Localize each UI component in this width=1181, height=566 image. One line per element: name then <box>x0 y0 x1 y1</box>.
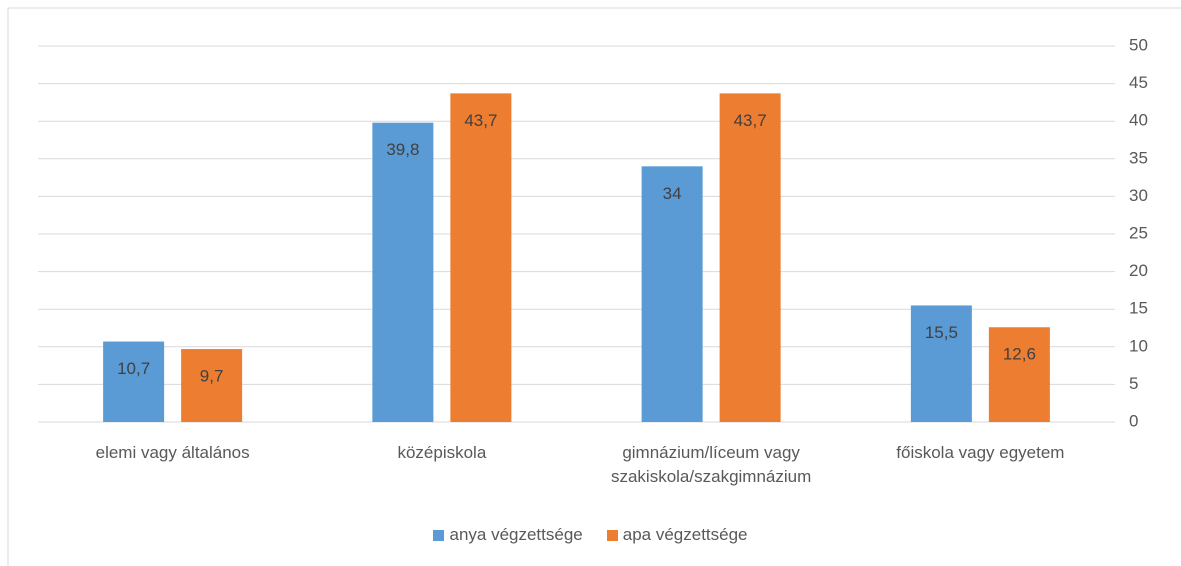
y-tick-label: 10 <box>1129 336 1148 355</box>
bar <box>103 341 165 422</box>
legend-label: anya végzettsége <box>449 525 583 544</box>
data-label: 10,7 <box>117 359 150 378</box>
data-label: 39,8 <box>386 140 419 159</box>
legend: anya végzettsége apa végzettsége <box>0 525 1181 545</box>
x-tick-label: elemi vagy általános <box>95 443 250 462</box>
bar <box>719 93 781 422</box>
x-tick-label: gimnázium/líceum vagy szakiskola/szakgim… <box>610 443 812 486</box>
y-tick-label: 35 <box>1129 148 1148 167</box>
chart-border <box>7 7 1181 566</box>
y-tick-label: 5 <box>1129 374 1138 393</box>
data-label: 43,7 <box>734 111 767 130</box>
data-label: 15,5 <box>925 323 958 342</box>
y-tick-label: 0 <box>1129 411 1138 430</box>
bar <box>641 166 703 422</box>
legend-swatch <box>433 529 445 541</box>
bar <box>450 93 512 422</box>
data-label: 43,7 <box>464 111 497 130</box>
y-tick-label: 30 <box>1129 186 1148 205</box>
data-label: 9,7 <box>200 367 224 386</box>
legend-item: anya végzettsége <box>433 525 583 545</box>
y-tick-label: 45 <box>1129 73 1148 92</box>
bar <box>181 349 243 422</box>
legend-item: apa végzettsége <box>606 525 748 545</box>
data-label: 34 <box>663 184 682 203</box>
legend-swatch <box>606 529 618 541</box>
x-tick-label: középiskola <box>397 443 487 462</box>
x-tick-label: főiskola vagy egyetem <box>896 443 1065 462</box>
y-tick-label: 40 <box>1129 111 1148 130</box>
y-tick-label: 15 <box>1129 299 1148 318</box>
y-tick-label: 25 <box>1129 223 1148 242</box>
bar <box>372 122 434 422</box>
y-tick-label: 20 <box>1129 261 1148 280</box>
bar <box>988 327 1050 422</box>
data-label: 12,6 <box>1003 345 1036 364</box>
y-tick-label: 50 <box>1129 35 1148 54</box>
legend-label: apa végzettsége <box>622 525 748 544</box>
bar <box>910 305 972 422</box>
